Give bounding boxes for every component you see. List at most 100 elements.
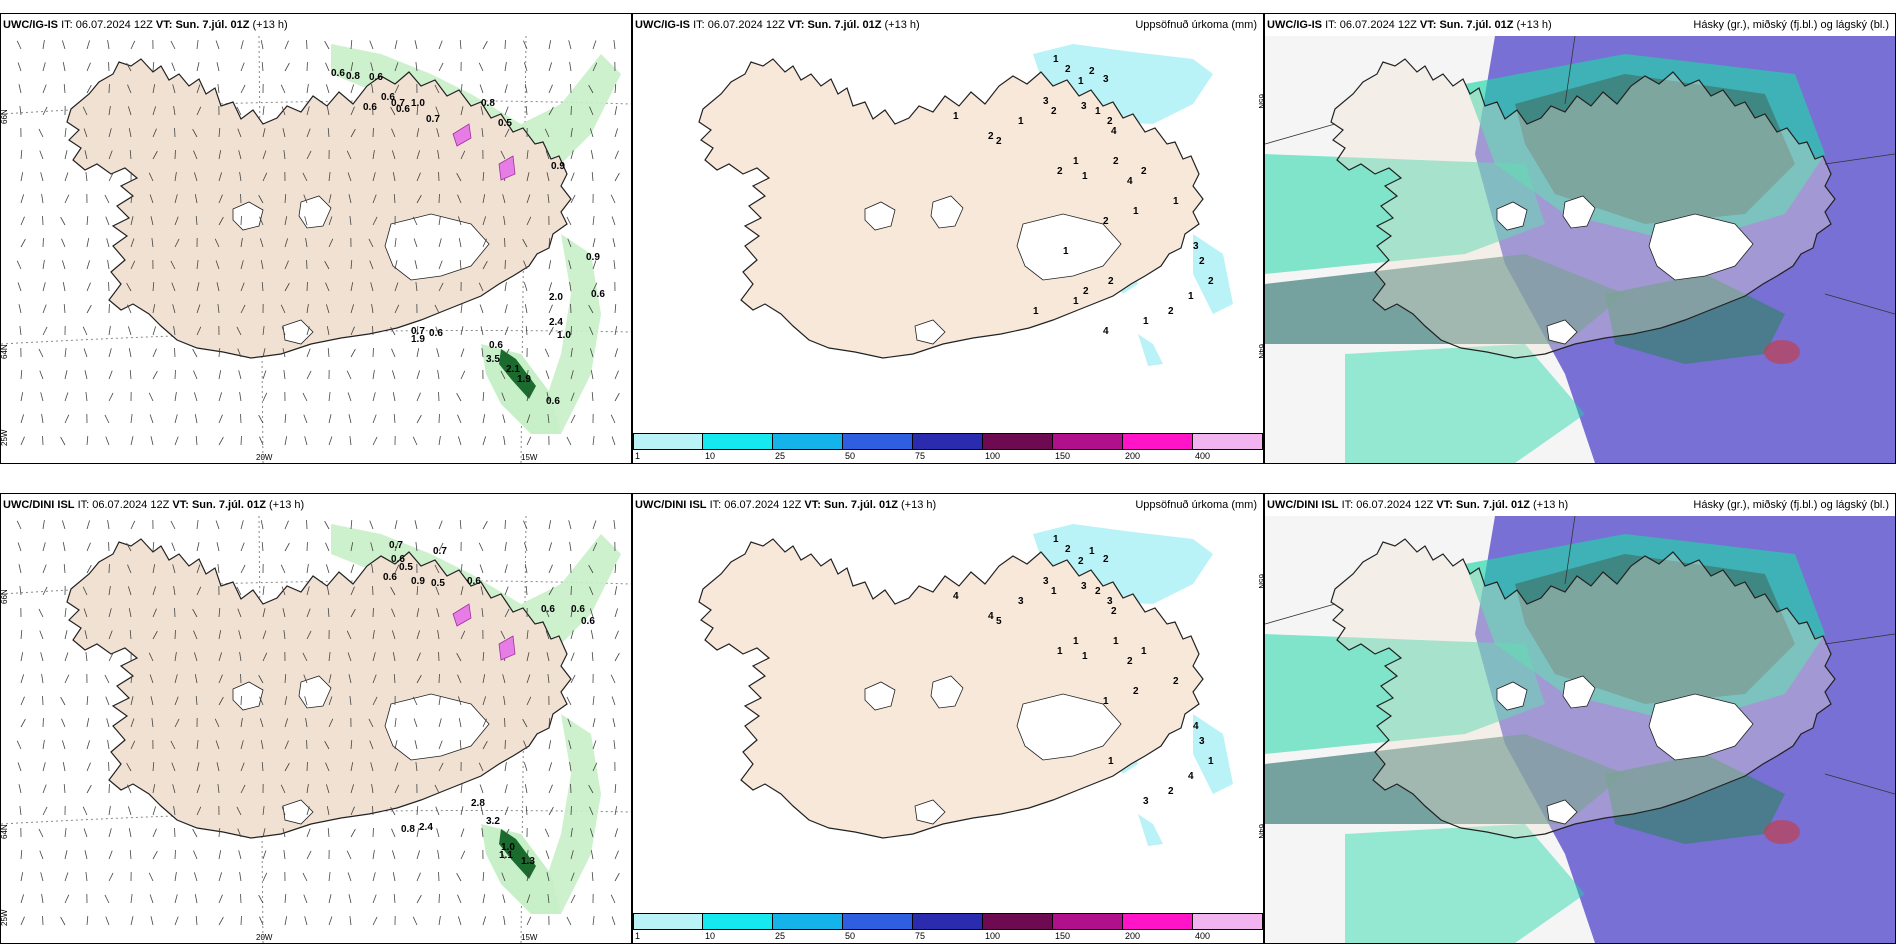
axis-label: 64N <box>1 344 9 359</box>
precip-value-label: 1 <box>1053 54 1059 65</box>
axis-label: 25W <box>1 909 9 926</box>
colorbar-tick: 1 <box>635 451 641 461</box>
precip-value-label: 3 <box>1081 101 1087 112</box>
colorbar-frame <box>633 913 1263 930</box>
wind-map: 0.70.70.60.50.6 0.9 0.5 0.60.6 0.60.60.8 2.42… <box>1 494 631 943</box>
colorbar-swatch <box>913 913 983 930</box>
init-time-label: IT: <box>1325 19 1337 31</box>
precip-value-label: 2 <box>1107 116 1113 127</box>
panel-header: UWC/DINI ISL IT: 06.07.2024 12Z VT: Sun.… <box>1265 494 1895 516</box>
precip-value-label: 4 <box>1193 721 1199 732</box>
valid-time-label: VT: <box>1419 19 1437 31</box>
precip-value-label: 2 <box>1065 544 1071 555</box>
wind-value-label: 0.6 <box>591 289 605 300</box>
precip-value-label: 3 <box>1107 596 1113 607</box>
wind-value-label: 0.9 <box>411 576 425 587</box>
precip-value-label: 2 <box>1168 786 1174 797</box>
init-time-value: 06.07.2024 12Z <box>92 499 170 511</box>
wind-value-label: 1.1 <box>499 850 513 861</box>
wind-value-label: 0.7 <box>411 326 425 337</box>
wind-value-label: 2.8 <box>471 798 485 809</box>
model-name: UWC/DINI ISL <box>3 499 75 511</box>
colorbar-swatch <box>1123 433 1193 450</box>
wind-value-label: 1.9 <box>517 374 531 385</box>
precip-value-label: 1 <box>1188 291 1194 302</box>
precip-value-label: 3 <box>1018 596 1024 607</box>
panel-dini-cloud: UWC/DINI ISL IT: 06.07.2024 12Z VT: Sun.… <box>1264 493 1896 944</box>
wind-value-label: 1.3 <box>521 856 535 867</box>
wind-value-label: 0.5 <box>431 578 445 589</box>
precip-value-label: 2 <box>1113 156 1119 167</box>
wind-value-label: 3.5 <box>486 354 500 365</box>
colorbar-tick: 200 <box>1125 931 1141 941</box>
wind-value-label: 0.7 <box>391 98 405 109</box>
precip-value-label: 3 <box>1043 96 1049 107</box>
panel-header: UWC/IG-IS IT: 06.07.2024 12Z VT: Sun. 7.… <box>633 14 1263 36</box>
precip-value-label: 2 <box>1173 676 1179 687</box>
wind-value-label: 0.5 <box>498 118 512 129</box>
wind-value-label: 0.6 <box>363 102 377 113</box>
precip-value-label: 3 <box>1143 796 1149 807</box>
panel-title: Hásky (gr.), miðský (fj.bl.) og lágský (… <box>1693 499 1889 511</box>
colorbar-tick: 100 <box>985 451 1001 461</box>
panel-header: UWC/IG-IS IT: 06.07.2024 12Z VT: Sun. 7.… <box>1 14 631 36</box>
precip-colorbar: 1 10 25 50 75 100 150 200 400 <box>633 913 1263 943</box>
axis-label: 64N <box>1 824 9 839</box>
precip-value-label: 1 <box>1113 636 1119 647</box>
precip-value-label: 4 <box>1127 176 1133 187</box>
colorbar-swatch <box>843 433 913 450</box>
init-time-label: IT: <box>1341 499 1354 511</box>
colorbar-tick: 75 <box>915 931 926 941</box>
lead-time: (+13 h) <box>900 499 937 511</box>
precip-value-label: 1 <box>1208 756 1214 767</box>
precip-value-label: 2 <box>1141 166 1147 177</box>
axis-label: 66N <box>1 109 9 124</box>
precip-value-label: 3 <box>1081 581 1087 592</box>
wind-value-label: 0.8 <box>481 98 495 109</box>
wind-value-label: 0.6 <box>383 572 397 583</box>
precip-value-label: 2 <box>1057 166 1063 177</box>
precip-value-label: 1 <box>1078 76 1084 87</box>
precip-value-label: 4 <box>1111 126 1117 137</box>
wind-value-label: 0.8 <box>346 71 360 82</box>
precip-value-label: 1 <box>1053 534 1059 545</box>
precip-value-label: 1 <box>1073 156 1079 167</box>
wind-value-label: 2.4 <box>549 317 563 328</box>
wind-value-label: 1.9 <box>411 334 425 345</box>
panel-title: Uppsöfnuð úrkoma (mm) <box>1135 499 1257 511</box>
precip-value-label: 3 <box>1043 576 1049 587</box>
panel-igis-precip: UWC/IG-IS IT: 06.07.2024 12Z VT: Sun. 7.… <box>632 13 1264 464</box>
precip-value-label: 2 <box>1199 256 1205 267</box>
init-time-label: IT: <box>77 499 90 511</box>
panel-igis-cloud: UWC/IG-IS IT: 06.07.2024 12Z VT: Sun. 7.… <box>1264 13 1896 464</box>
wind-value-label: 1.0 <box>411 98 425 109</box>
cloud-map <box>1265 494 1895 943</box>
colorbar-tick: 400 <box>1195 451 1211 461</box>
colorbar-swatch <box>983 913 1053 930</box>
colorbar-tick: 150 <box>1055 451 1071 461</box>
wind-value-label: 0.7 <box>433 546 447 557</box>
precip-value-label: 1 <box>1108 756 1114 767</box>
axis-label: 65N <box>1257 574 1263 589</box>
precip-value-label: 2 <box>1083 286 1089 297</box>
init-time-label: IT: <box>709 499 722 511</box>
precip-value-label: 1 <box>1057 646 1063 657</box>
wind-value-label: 0.6 <box>541 604 555 615</box>
wind-value-label: 0.6 <box>396 104 410 115</box>
valid-time-label: VT: <box>804 499 821 511</box>
colorbar-tick: 100 <box>985 931 1001 941</box>
precip-value-label: 2 <box>1111 606 1117 617</box>
precip-value-label: 2 <box>1103 216 1109 227</box>
precip-value-label: 2 <box>1095 586 1101 597</box>
valid-time-value: Sun. 7.júl. 01Z <box>807 19 882 31</box>
precip-value-label: 2 <box>988 131 994 142</box>
precip-value-label: 1 <box>1073 636 1079 647</box>
colorbar-swatch <box>633 913 703 930</box>
precip-value-label: 2 <box>1127 656 1133 667</box>
valid-time-value: Sun. 7.júl. 01Z <box>823 499 898 511</box>
wind-value-label: 1.0 <box>557 330 571 341</box>
panel-dini-wind: UWC/DINI ISL IT: 06.07.2024 12Z VT: Sun.… <box>0 493 632 944</box>
colorbar-tick: 1 <box>635 931 641 941</box>
axis-label: 20W <box>256 453 273 462</box>
colorbar-tick: 25 <box>775 931 786 941</box>
